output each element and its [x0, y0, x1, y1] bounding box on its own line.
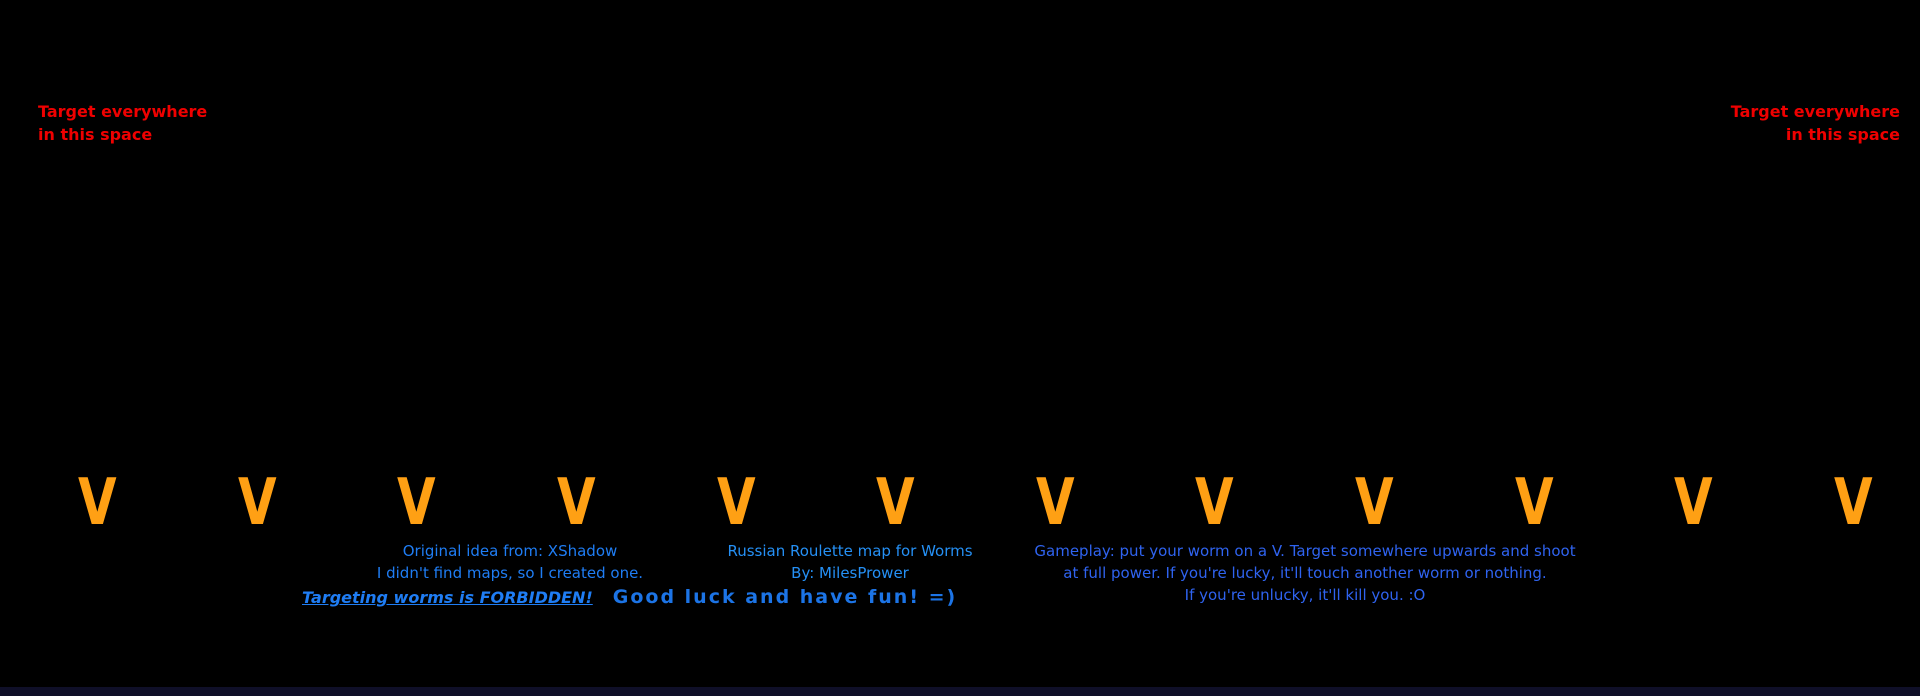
- gameplay-line1: Gameplay: put your worm on a V. Target s…: [1034, 542, 1576, 560]
- v-marker: V: [1674, 466, 1713, 540]
- map-author: By: MilesPrower: [791, 564, 909, 582]
- target-note-right: Target everywhere in this space: [1731, 100, 1900, 146]
- v-marker: V: [1514, 466, 1554, 540]
- v-marker: V: [556, 466, 596, 540]
- v-marker: V: [77, 466, 117, 540]
- map-title: Russian Roulette map for Worms: [727, 542, 973, 560]
- target-note-left-line1: Target everywhere: [38, 102, 208, 121]
- terrain-bottom-strip: [0, 687, 1920, 696]
- target-note-right-line1: Target everywhere: [1730, 102, 1900, 121]
- v-marker: V: [1195, 466, 1234, 540]
- v-marker: V: [237, 466, 277, 540]
- credits-block: Original idea from: XShadow I didn't fin…: [377, 540, 643, 584]
- target-note-left-line2: in this space: [38, 125, 153, 144]
- v-marker: V: [716, 466, 756, 540]
- v-marker: V: [1354, 466, 1394, 540]
- warning-row: Targeting worms is FORBIDDEN! Good luck …: [302, 586, 957, 608]
- target-note-left: Target everywhere in this space: [38, 100, 207, 146]
- v-marker: V: [1833, 466, 1873, 540]
- good-luck-message: Good luck and have fun! =): [612, 586, 958, 608]
- v-marker: V: [876, 466, 915, 540]
- forbidden-warning: Targeting worms is FORBIDDEN!: [302, 588, 593, 607]
- map-info-block: Russian Roulette map for Worms By: Miles…: [727, 540, 972, 584]
- v-marker: V: [1035, 466, 1075, 540]
- v-marker: V: [397, 466, 436, 540]
- target-note-right-line2: in this space: [1785, 125, 1900, 144]
- gameplay-instructions: Gameplay: put your worm on a V. Target s…: [1034, 540, 1575, 606]
- credits-line1: Original idea from: XShadow: [402, 542, 618, 560]
- v-marker-row: V V V V V V V V V V V V: [74, 466, 1873, 540]
- gameplay-line2: at full power. If you're lucky, it'll to…: [1063, 564, 1547, 582]
- credits-line2: I didn't find maps, so I created one.: [376, 564, 644, 582]
- gameplay-line3: If you're unlucky, it'll kill you. :O: [1184, 586, 1426, 604]
